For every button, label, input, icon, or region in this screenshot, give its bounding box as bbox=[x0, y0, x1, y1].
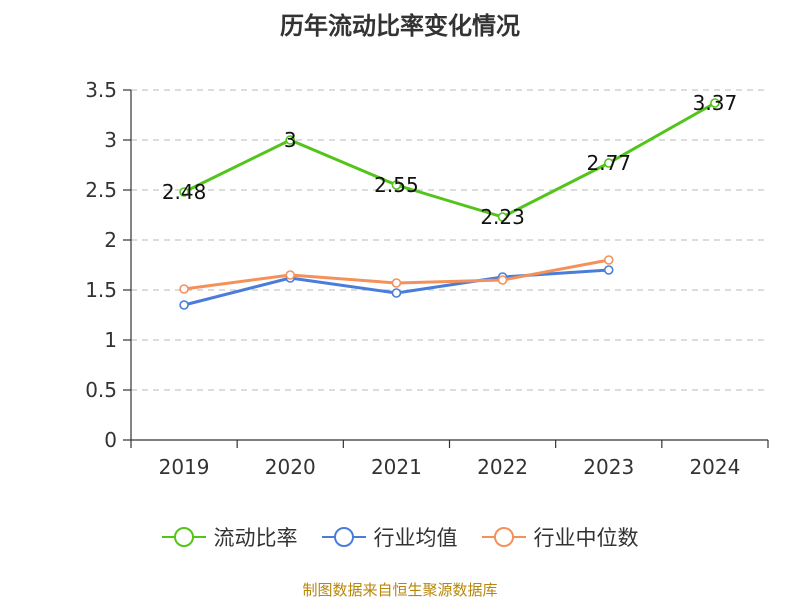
legend-label: 流动比率 bbox=[213, 526, 298, 550]
x-tick-label: 2024 bbox=[689, 455, 740, 479]
data-point bbox=[391, 180, 402, 190]
x-tick-label: 2021 bbox=[371, 455, 422, 479]
y-tick-label: 0 bbox=[104, 428, 117, 452]
legend-item[interactable]: 行业均值 bbox=[321, 522, 458, 552]
legend-item[interactable]: 流动比率 bbox=[161, 522, 298, 552]
data-point bbox=[603, 255, 614, 265]
data-point bbox=[603, 158, 614, 168]
y-tick-label: 2 bbox=[104, 228, 117, 252]
data-point bbox=[179, 187, 189, 197]
grid-lines bbox=[131, 89, 768, 391]
series-layer bbox=[179, 98, 720, 310]
chart-title: 历年流动比率变化情况 bbox=[280, 12, 520, 40]
x-tick-label: 2019 bbox=[159, 455, 210, 479]
data-label: 2.77 bbox=[586, 151, 631, 175]
data-point bbox=[285, 135, 296, 145]
y-tick-label: 2.5 bbox=[85, 178, 117, 202]
data-point bbox=[391, 278, 402, 288]
y-tick-label: 1.5 bbox=[85, 278, 117, 302]
data-point bbox=[391, 288, 402, 298]
data-point bbox=[497, 275, 508, 285]
data-label: 3.37 bbox=[693, 91, 738, 115]
legend-label: 行业中位数 bbox=[533, 526, 639, 550]
x-tick-label: 2020 bbox=[265, 455, 316, 479]
data-point bbox=[285, 270, 296, 280]
data-point bbox=[710, 98, 720, 108]
axes: 0 0.5 1 1.5 2 2.5 3 3.5 2019 2020 2021 2022 2023 2024 bbox=[85, 78, 769, 479]
y-tick-label: 0.5 bbox=[85, 378, 117, 402]
y-tick-label: 3.5 bbox=[85, 78, 117, 102]
series-line-0 bbox=[183, 101, 716, 219]
data-label: 2.48 bbox=[162, 180, 207, 204]
x-tick-label: 2022 bbox=[477, 455, 528, 479]
x-tick-label: 2023 bbox=[583, 455, 634, 479]
legend-label: 行业均值 bbox=[373, 526, 458, 550]
data-point bbox=[179, 284, 189, 294]
data-labels: 2.48 3 2.55 2.23 2.77 3.37 bbox=[162, 91, 737, 229]
data-label: 3 bbox=[284, 128, 297, 152]
legend-item[interactable]: 行业中位数 bbox=[481, 522, 639, 552]
legend-swatch bbox=[481, 527, 526, 547]
y-tick-label: 3 bbox=[104, 128, 117, 152]
y-tick-label: 1 bbox=[104, 328, 117, 352]
data-point bbox=[179, 300, 189, 310]
data-label: 2.23 bbox=[480, 205, 525, 229]
legend-swatch bbox=[161, 527, 206, 547]
source-note: 制图数据来自恒生聚源数据库 bbox=[302, 581, 498, 599]
data-point bbox=[497, 212, 508, 222]
data-label: 2.55 bbox=[374, 173, 419, 197]
data-point bbox=[603, 265, 614, 275]
legend: 流动比率 行业均值 行业中位数 bbox=[0, 520, 800, 554]
legend-swatch bbox=[321, 527, 366, 547]
